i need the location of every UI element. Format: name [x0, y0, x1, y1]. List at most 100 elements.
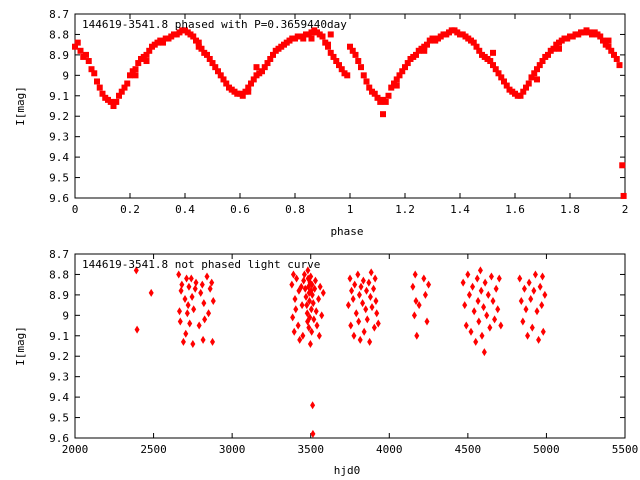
phased-data-point	[135, 60, 142, 67]
unphased-data-point	[460, 278, 466, 287]
phased-data-point	[399, 68, 406, 75]
phased-data-point	[143, 51, 150, 58]
phased-data-point	[267, 55, 274, 62]
unphased-data-point	[177, 307, 182, 316]
unphased-data-point	[360, 276, 366, 285]
unphased-data-point	[529, 323, 535, 332]
unphased-data-point	[471, 307, 477, 316]
unphased-data-point	[414, 331, 420, 340]
unphased-data-point	[305, 266, 311, 275]
phased-x-tick-label: 0.8	[285, 203, 305, 216]
unphased-data-point	[356, 317, 362, 326]
phased-data-point	[253, 64, 260, 71]
unphased-data-point	[517, 274, 523, 283]
unphased-data-point	[476, 317, 482, 326]
phased-data-point	[121, 84, 128, 91]
phased-data-point	[605, 37, 612, 44]
phased-y-tick-label: 9.5	[49, 172, 69, 185]
unphased-data-point	[364, 315, 370, 324]
unphased-data-point	[349, 286, 355, 295]
unphased-data-point	[496, 274, 502, 283]
phased-data-point	[143, 58, 150, 65]
phased-data-point	[382, 98, 389, 105]
phased-data-point	[245, 84, 252, 91]
phased-data-point	[404, 60, 411, 67]
unphased-data-point	[466, 290, 472, 299]
phased-x-tick-label: 0.4	[175, 203, 195, 216]
phased-data-point	[77, 47, 84, 54]
unphased-data-point	[360, 299, 366, 308]
phased-data-point	[88, 66, 95, 73]
unphased-data-point	[320, 288, 326, 297]
unphased-data-point	[521, 284, 527, 293]
phased-x-tick-label: 2	[622, 203, 629, 216]
phased-data-point	[550, 45, 557, 52]
phased-data-point	[319, 33, 326, 40]
unphased-data-point	[301, 276, 307, 285]
phased-data-point	[388, 84, 395, 91]
phased-data-point	[366, 84, 373, 91]
unphased-data-point	[488, 272, 494, 281]
phased-data-point	[160, 39, 166, 46]
phased-data-point	[264, 60, 271, 67]
unphased-data-point	[371, 284, 377, 293]
phased-data-point	[245, 88, 252, 95]
unphased-ticks: 2000 2500 3000 3500 4000 4500 5000 5500 8.7 8.8 8.…	[49, 248, 638, 456]
unphased-data-point	[177, 317, 183, 326]
unphased-data-point	[363, 305, 369, 314]
phased-y-tick-label: 9.6	[49, 192, 69, 205]
unphased-data-point	[426, 280, 432, 289]
unphased-data-point	[475, 297, 481, 306]
phased-data-point	[396, 72, 403, 79]
phased-data-point	[501, 78, 507, 85]
phased-data-point	[347, 43, 353, 50]
phased-data-point	[132, 66, 139, 73]
unphased-data-point	[416, 301, 422, 310]
phased-y-tick-label: 9.2	[49, 110, 69, 123]
unphased-data-point	[413, 297, 419, 306]
unphased-x-tick-label: 4000	[376, 443, 403, 456]
unphased-data-point	[309, 290, 315, 299]
unphased-y-tick-label: 9.5	[49, 412, 69, 425]
unphased-data-point	[304, 301, 310, 310]
unphased-data-point	[306, 297, 312, 306]
phased-data-point	[556, 45, 562, 52]
unphased-x-tick-label: 5000	[533, 443, 560, 456]
phased-data-point	[127, 72, 133, 79]
phased-data-point	[72, 43, 78, 50]
unphased-data-point	[301, 270, 307, 279]
unphased-data-point	[540, 327, 546, 336]
unphased-data-point	[485, 290, 491, 299]
phased-data-point	[620, 192, 627, 199]
unphased-data-point	[481, 348, 487, 357]
phased-y-tick-label: 8.7	[49, 8, 69, 21]
unphased-data-point	[188, 274, 194, 283]
phased-data-point	[190, 33, 197, 40]
unphased-data-point	[295, 321, 301, 330]
unphased-panel: 2000 2500 3000 3500 4000 4500 5000 5500 8.7 8.8 8.…	[14, 248, 638, 477]
unphased-data-point	[479, 331, 485, 340]
unphased-data-point	[347, 274, 353, 283]
unphased-data-point	[481, 303, 487, 312]
unphased-points	[133, 266, 548, 438]
unphased-data-point	[536, 335, 542, 344]
unphased-data-point	[207, 284, 213, 293]
unphased-x-tick-label: 3000	[219, 443, 246, 456]
phased-data-point	[250, 76, 257, 83]
phased-data-point	[209, 60, 216, 67]
phased-x-tick-label: 1.2	[395, 203, 415, 216]
unphased-data-point	[520, 317, 526, 326]
unphased-data-point	[411, 311, 417, 320]
unphased-data-point	[462, 301, 468, 310]
phased-data-point	[217, 72, 224, 79]
phased-data-point	[613, 55, 620, 62]
unphased-data-point	[204, 272, 210, 281]
phased-data-point	[534, 76, 540, 83]
phased-y-axis-label: I[mag]	[14, 86, 27, 126]
unphased-data-point	[183, 329, 189, 338]
phased-data-point	[344, 72, 351, 79]
unphased-data-point	[316, 294, 322, 303]
unphased-data-point	[297, 335, 303, 344]
unphased-data-point	[290, 270, 296, 279]
